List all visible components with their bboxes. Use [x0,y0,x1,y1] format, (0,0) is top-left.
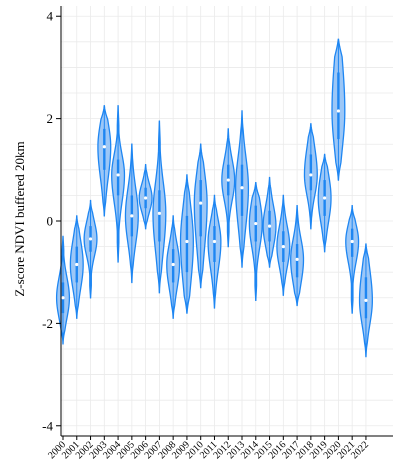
violin-median [116,173,120,177]
violin-2001 [69,215,84,319]
violin-2003 [97,105,112,217]
violin-median [157,211,161,215]
violin-2022 [358,243,373,358]
violin-median [281,244,285,249]
violin-median [171,262,175,267]
violin-median [350,239,354,244]
violin-2005 [124,143,139,284]
violin-median [254,221,258,226]
violin-median [130,214,134,218]
violin-2011 [207,194,222,309]
violin-median [240,186,244,190]
violin-2000 [55,235,71,345]
violin-2019 [317,153,332,253]
violin-2010 [193,143,208,289]
violin-2009 [179,174,194,314]
violin-2004 [111,105,126,263]
y-tick-label: 2 [47,111,54,126]
violin-layer [55,38,373,358]
violin-2006 [138,164,153,230]
violin-median [309,173,313,177]
violin-median [295,257,299,261]
violin-median [75,262,79,267]
violin-2016 [276,194,291,296]
violin-2018 [303,123,318,230]
violin-median [336,109,340,113]
violin-2021 [345,204,360,314]
violin-median [267,224,272,228]
violin-median [226,178,230,182]
y-tick-label: -4 [42,418,53,433]
violin-2014 [248,181,263,301]
violin-median [212,239,217,244]
violin-2017 [290,204,305,307]
violin-median [102,145,106,149]
violin-median [323,196,327,200]
violin-2013 [234,110,250,268]
y-axis-title: Z-score NDVI buffered 20km [12,141,27,296]
violin-2020 [331,38,346,181]
violin-2012 [221,128,236,248]
violin-2015 [262,176,277,268]
violin-2002 [83,199,98,299]
violin-median [364,298,368,302]
violin-median [61,296,65,300]
violin-median [199,201,203,205]
x-ticks: 2000200120022003200420052006200720082009… [46,436,371,460]
violin-median [185,239,189,244]
y-ticks: -4 -2 0 2 4 [42,9,61,433]
y-tick-label: -2 [42,316,53,331]
violin-median [144,196,148,200]
y-tick-label: 0 [47,214,54,229]
violin-2007 [152,120,167,294]
violin-2008 [166,215,181,319]
y-tick-label: 4 [47,9,54,24]
violin-median [88,237,93,241]
